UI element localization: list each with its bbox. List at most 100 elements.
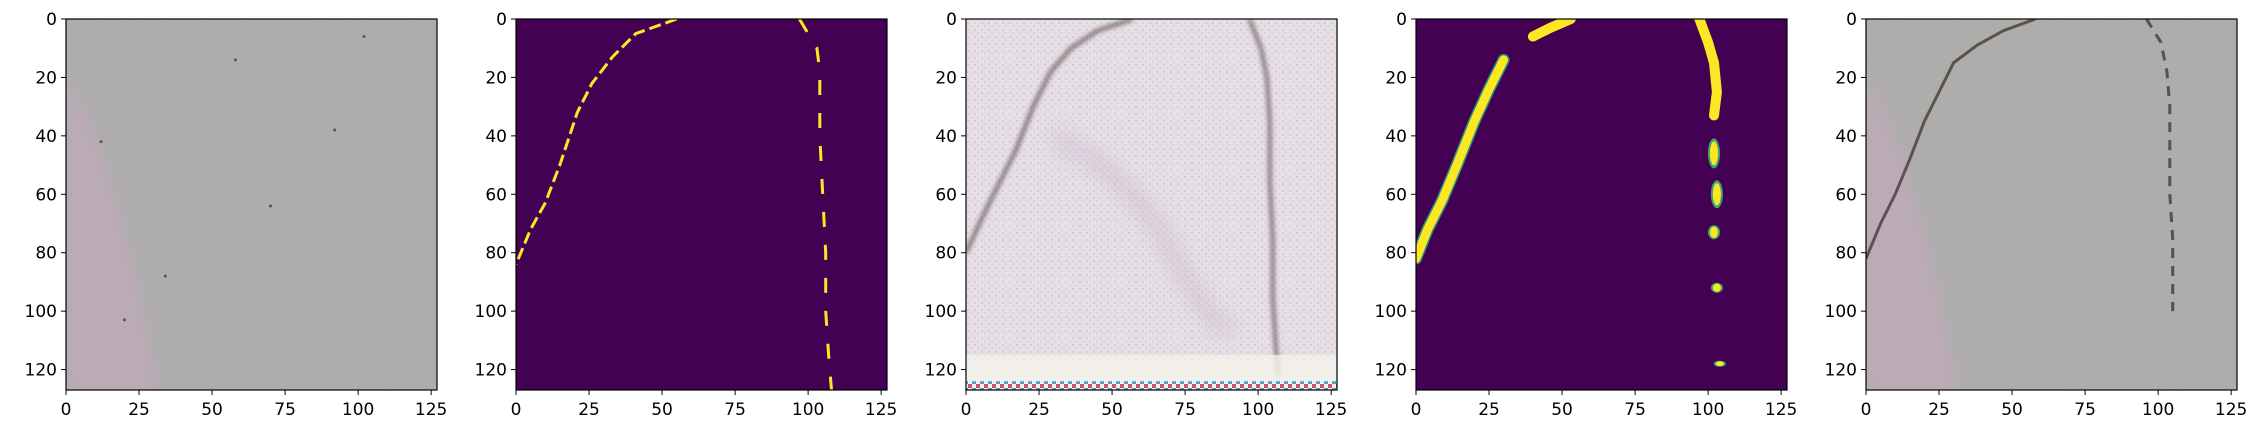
axes-frame xyxy=(515,18,888,391)
y-tick-label: 40 xyxy=(485,127,507,147)
x-tick-label: 0 xyxy=(1411,400,1422,420)
y-tick-label: 80 xyxy=(1385,244,1407,264)
axes-frame xyxy=(965,18,1338,391)
x-tick-label: 75 xyxy=(274,400,296,420)
y-tick-label: 60 xyxy=(1835,185,1857,205)
y-tick-label: 100 xyxy=(1825,302,1857,322)
x-tick-label: 25 xyxy=(578,400,600,420)
crack-left xyxy=(1866,19,2036,260)
pred-blob xyxy=(1709,141,1718,166)
y-tick-label: 60 xyxy=(935,185,957,205)
panel-input-photo: 0 25 50 75 100 125 0 20 40 60 80 100 120 xyxy=(25,10,448,420)
x-tick-label: 0 xyxy=(61,400,72,420)
axes-frame xyxy=(65,18,438,391)
x-tick-label: 50 xyxy=(651,400,673,420)
y-tick-label: 40 xyxy=(1835,127,1857,147)
x-tick-label: 100 xyxy=(1692,400,1724,420)
pink-stain xyxy=(1866,71,1960,390)
pink-stain xyxy=(66,71,160,390)
y-tick-label: 40 xyxy=(935,127,957,147)
x-tick-label: 125 xyxy=(865,400,897,420)
x-tick-label: 75 xyxy=(1624,400,1646,420)
x-tick-label: 100 xyxy=(342,400,374,420)
x-tick-label: 0 xyxy=(511,400,522,420)
x-tick-label: 100 xyxy=(792,400,824,420)
y-tick-label: 20 xyxy=(35,68,57,88)
y-tick-label: 0 xyxy=(946,10,957,30)
y-tick-label: 100 xyxy=(925,302,957,322)
dark-speck xyxy=(99,140,103,144)
y-tick-label: 20 xyxy=(485,68,507,88)
y-tick-label: 60 xyxy=(1385,185,1407,205)
y-tick-label: 0 xyxy=(496,10,507,30)
dark-speck xyxy=(163,274,167,278)
dark-speck xyxy=(362,35,366,39)
y-tick-label: 120 xyxy=(25,361,57,381)
panel-reconstruction: 0 25 50 75 100 125 0 20 40 60 80 100 120 xyxy=(925,10,1348,420)
x-tick-label: 75 xyxy=(2074,400,2096,420)
x-tick-label: 125 xyxy=(2215,400,2247,420)
y-tick-label: 120 xyxy=(1825,361,1857,381)
crack-left-mask xyxy=(516,19,678,265)
y-tick-label: 60 xyxy=(485,185,507,205)
y-tick-label: 60 xyxy=(35,185,57,205)
image-area xyxy=(966,19,1337,390)
y-tick-label: 20 xyxy=(1385,68,1407,88)
image-area xyxy=(516,19,887,390)
recon-crack-right xyxy=(1247,19,1281,376)
mask-background xyxy=(516,19,887,390)
image-area xyxy=(1866,19,2237,390)
x-tick-label: 100 xyxy=(2142,400,2174,420)
pred-crack-left xyxy=(1416,55,1509,263)
pred-blob xyxy=(1709,226,1718,238)
y-tick-label: 20 xyxy=(935,68,957,88)
y-tick-label: 80 xyxy=(935,244,957,264)
x-tick-label: 125 xyxy=(1765,400,1797,420)
y-tick-label: 100 xyxy=(25,302,57,322)
pred-blob xyxy=(1712,183,1721,206)
panel-ground-truth-mask: 0 25 50 75 100 125 0 20 40 60 80 100 120 xyxy=(475,10,898,420)
panel-predicted-mask: 0 25 50 75 100 125 0 20 40 60 80 100 120 xyxy=(1375,10,1798,420)
pred-blob xyxy=(1712,283,1721,292)
x-tick-label: 25 xyxy=(1928,400,1950,420)
image-area xyxy=(1416,19,1787,390)
x-tick-label: 0 xyxy=(961,400,972,420)
y-tick-label: 20 xyxy=(1835,68,1857,88)
panel-overlay-photo: 0 25 50 75 100 125 0 20 40 60 80 100 120 xyxy=(1825,10,2248,420)
x-tick-label: 75 xyxy=(1174,400,1196,420)
y-tick-label: 0 xyxy=(46,10,57,30)
y-tick-label: 40 xyxy=(35,127,57,147)
pred-background xyxy=(1416,19,1787,390)
x-tick-label: 125 xyxy=(1315,400,1347,420)
pred-crack-top xyxy=(1527,19,1576,42)
x-tick-label: 0 xyxy=(1861,400,1872,420)
x-tick-label: 25 xyxy=(128,400,150,420)
dark-speck xyxy=(233,58,237,62)
recon-shading xyxy=(1050,129,1237,334)
y-tick-label: 80 xyxy=(1835,244,1857,264)
recon-crack-left xyxy=(966,19,1134,254)
x-tick-label: 75 xyxy=(724,400,746,420)
y-tick-label: 40 xyxy=(1385,127,1407,147)
y-tick-label: 80 xyxy=(485,244,507,264)
image-area xyxy=(66,19,437,390)
pred-crack-right-top xyxy=(1694,19,1722,121)
crack-right xyxy=(2145,19,2175,312)
y-tick-label: 100 xyxy=(475,302,507,322)
recon-artifacts xyxy=(966,19,1337,390)
y-tick-label: 120 xyxy=(1375,361,1407,381)
y-tick-label: 80 xyxy=(35,244,57,264)
x-tick-label: 50 xyxy=(1101,400,1123,420)
crack-right-mask xyxy=(798,19,833,390)
axes-frame xyxy=(1415,18,1788,391)
y-tick-label: 0 xyxy=(1396,10,1407,30)
recon-edge-artifact xyxy=(966,381,1337,390)
y-tick-label: 0 xyxy=(1846,10,1857,30)
x-tick-label: 50 xyxy=(201,400,223,420)
x-tick-label: 100 xyxy=(1242,400,1274,420)
axes-frame xyxy=(1865,18,2238,391)
x-tick-label: 25 xyxy=(1478,400,1500,420)
x-tick-label: 25 xyxy=(1028,400,1050,420)
dark-speck xyxy=(268,204,272,208)
